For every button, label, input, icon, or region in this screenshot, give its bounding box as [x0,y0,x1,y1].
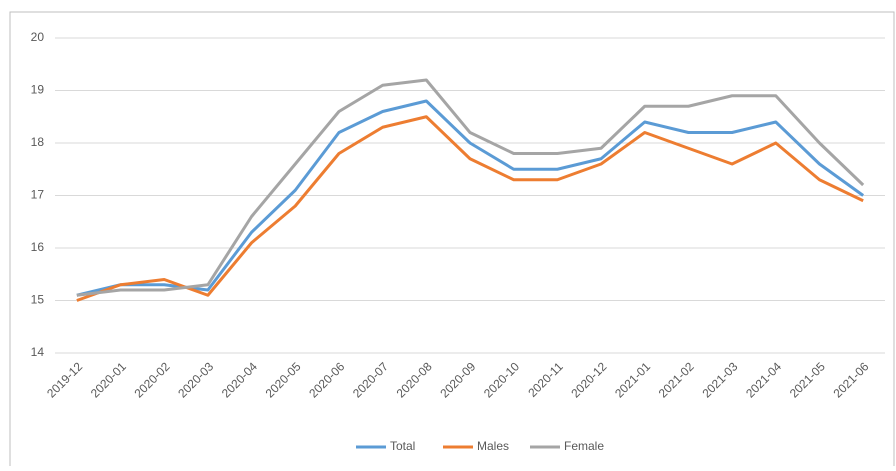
series-line [76,78,865,297]
x-tick-label: 2021-05 [787,359,828,400]
legend-label: Males [477,439,509,453]
x-tick-label: 2020-12 [568,359,609,400]
x-tick-label: 2020-06 [306,359,347,400]
y-tick-label: 15 [31,293,45,307]
y-tick-label: 18 [31,135,45,149]
x-tick-label: 2020-07 [350,359,391,400]
x-tick-label: 2021-06 [830,359,871,400]
chart-frame [9,11,895,471]
x-tick-label: 2020-03 [175,359,216,400]
x-tick-label: 2021-01 [612,359,653,400]
x-tick-label: 2021-02 [656,359,697,400]
x-tick-label: 2020-09 [437,359,478,400]
x-tick-label: 2020-08 [394,359,435,400]
y-tick-label: 17 [31,188,45,202]
legend-label: Female [564,439,604,453]
x-tick-label: 2020-05 [263,359,304,400]
x-tick-label: 2020-11 [525,359,566,400]
series-line [76,99,865,297]
x-tick-label: 2020-01 [88,359,129,400]
y-tick-label: 20 [31,30,45,44]
series-line [76,115,864,302]
y-tick-label: 14 [31,345,45,359]
x-tick-label: 2021-04 [743,359,784,400]
x-tick-label: 2020-02 [132,359,173,400]
y-tick-label: 19 [31,83,45,97]
y-tick-label: 16 [31,240,45,254]
x-tick-label: 2020-04 [219,359,260,400]
legend-label: Total [390,439,415,453]
x-tick-label: 2021-03 [699,359,740,400]
x-tick-label: 2020-10 [481,359,522,400]
x-tick-label: 2019-12 [44,359,85,400]
